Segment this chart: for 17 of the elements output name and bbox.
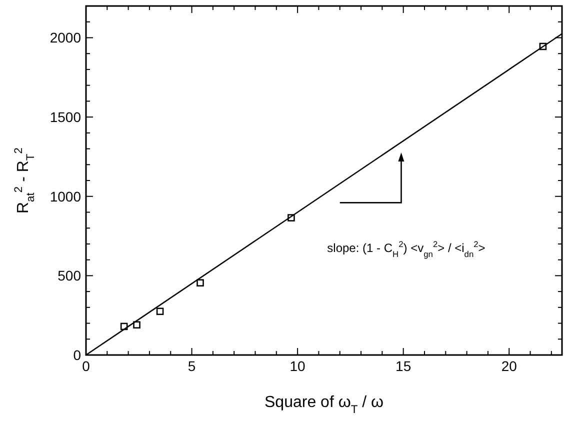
point [288, 214, 295, 222]
y-tick-label: 0 [73, 347, 82, 363]
point [196, 279, 204, 286]
point [156, 308, 164, 316]
x-tick-label: 5 [188, 358, 196, 374]
point [133, 321, 140, 329]
x-tick-label: 15 [396, 358, 412, 374]
x-tick-label: 10 [290, 358, 306, 374]
text: slope: (1 - C$_{H}$$^{2}$) <v$_{gn}$$^{2}$> / <i$_{dn}$$^{2}$> [327, 238, 486, 259]
x-tick-label: 20 [501, 358, 518, 374]
x-axis-title: Square of ω$_{T}$ / ω [264, 394, 384, 416]
y-tick-label: 500 [58, 268, 82, 284]
point [120, 322, 128, 330]
y-tick-label: 2000 [50, 30, 82, 46]
y-tick-label: 1000 [50, 188, 82, 204]
point [539, 42, 547, 50]
y-tick-label: 1500 [50, 109, 82, 126]
